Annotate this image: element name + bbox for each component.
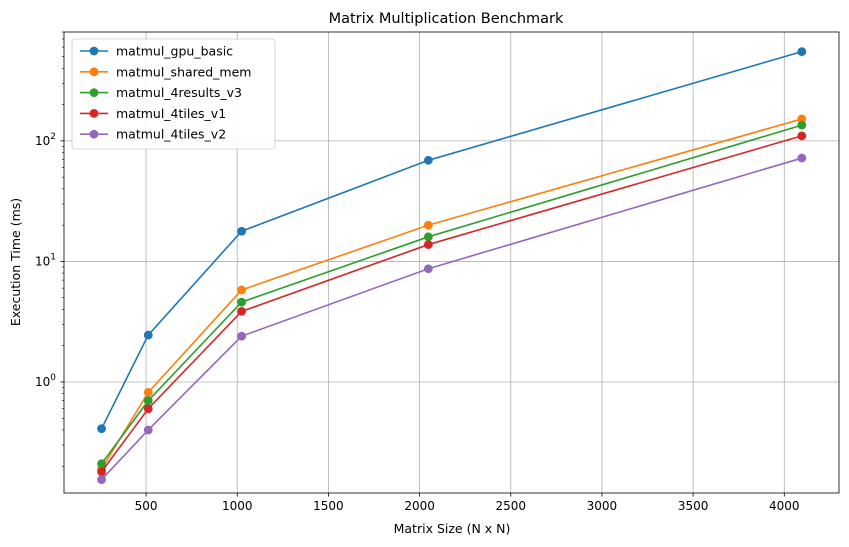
data-point [237,331,247,341]
x-axis-label: Matrix Size (N x N) [394,521,511,536]
series-line [100,124,803,465]
legend-swatch-marker [89,67,99,77]
data-point [143,404,153,414]
x-tick-label: 3000 [587,499,618,513]
y-axis-label: Execution Time (ms) [8,198,23,326]
data-point [797,114,807,124]
data-point [97,459,106,469]
x-tick-label: 4000 [769,499,800,513]
y-tick-label: 102 [35,132,56,148]
data-point [423,155,433,165]
x-tick-label: 500 [135,499,158,513]
legend-item: matmul_4results_v3 [80,85,242,100]
x-tick-label: 1000 [222,499,253,513]
data-point [797,47,807,57]
x-tick-label: 2000 [404,499,435,513]
legend-label: matmul_4tiles_v1 [116,106,226,121]
legend: matmul_gpu_basic matmul_shared_mem matmul_… [71,38,276,150]
data-point [97,475,106,484]
legend-item: matmul_gpu_basic [80,44,233,59]
y-tick-base: 10 [35,134,50,148]
data-point [237,285,247,295]
data-point [797,120,807,130]
series-line [100,157,803,481]
data-point [143,330,153,340]
series-matmul_4results_v3 [97,120,807,469]
y-tick-exponent: 0 [50,373,56,383]
data-point [143,425,153,435]
data-point [97,467,106,477]
legend-item: matmul_4tiles_v1 [80,106,226,121]
legend-swatch-marker [89,88,99,97]
series-matmul_shared_mem [97,114,807,474]
data-point [797,131,807,141]
legend-label: matmul_4results_v3 [116,85,242,100]
y-tick-base: 10 [35,254,50,268]
data-point [797,153,807,163]
y-tick-exponent: 1 [50,252,56,262]
data-point [237,226,247,236]
legend-box [71,38,276,150]
series-matmul_4tiles_v2 [97,153,807,484]
legend-item: matmul_shared_mem [80,64,251,79]
y-tick-base: 10 [35,375,50,389]
x-axis: 500 1000 1500 2000 2500 3000 3500 4000 [135,493,800,513]
chart-title: Matrix Multiplication Benchmark [329,11,564,27]
y-tick-label: 101 [35,252,56,268]
legend-label: matmul_gpu_basic [116,44,233,59]
y-tick-exponent: 2 [50,132,56,142]
plot-area-frame [63,31,840,494]
data-point [237,307,247,316]
data-point [97,424,106,434]
series-line [100,135,803,473]
legend-swatch-marker [89,46,99,56]
series-matmul_4tiles_v1 [97,131,807,477]
series-line [100,118,803,470]
data-point [143,396,153,406]
data-point [143,387,153,397]
x-tick-label: 2500 [495,499,526,513]
data-point [423,264,433,274]
legend-swatch-marker [89,129,99,139]
legend-label: matmul_shared_mem [116,64,251,79]
y-tick-label: 100 [35,373,56,389]
data-point [237,297,247,307]
series-matmul_gpu_basic [97,47,807,434]
data-point [423,220,433,230]
data-point [423,240,433,249]
data-point [423,232,433,242]
x-tick-label: 1500 [313,499,344,513]
legend-label: matmul_4tiles_v2 [116,127,226,142]
series-layer [97,47,807,484]
x-tick-label: 3500 [678,499,709,513]
legend-item: matmul_4tiles_v2 [80,127,226,142]
legend-swatch-marker [89,109,99,118]
